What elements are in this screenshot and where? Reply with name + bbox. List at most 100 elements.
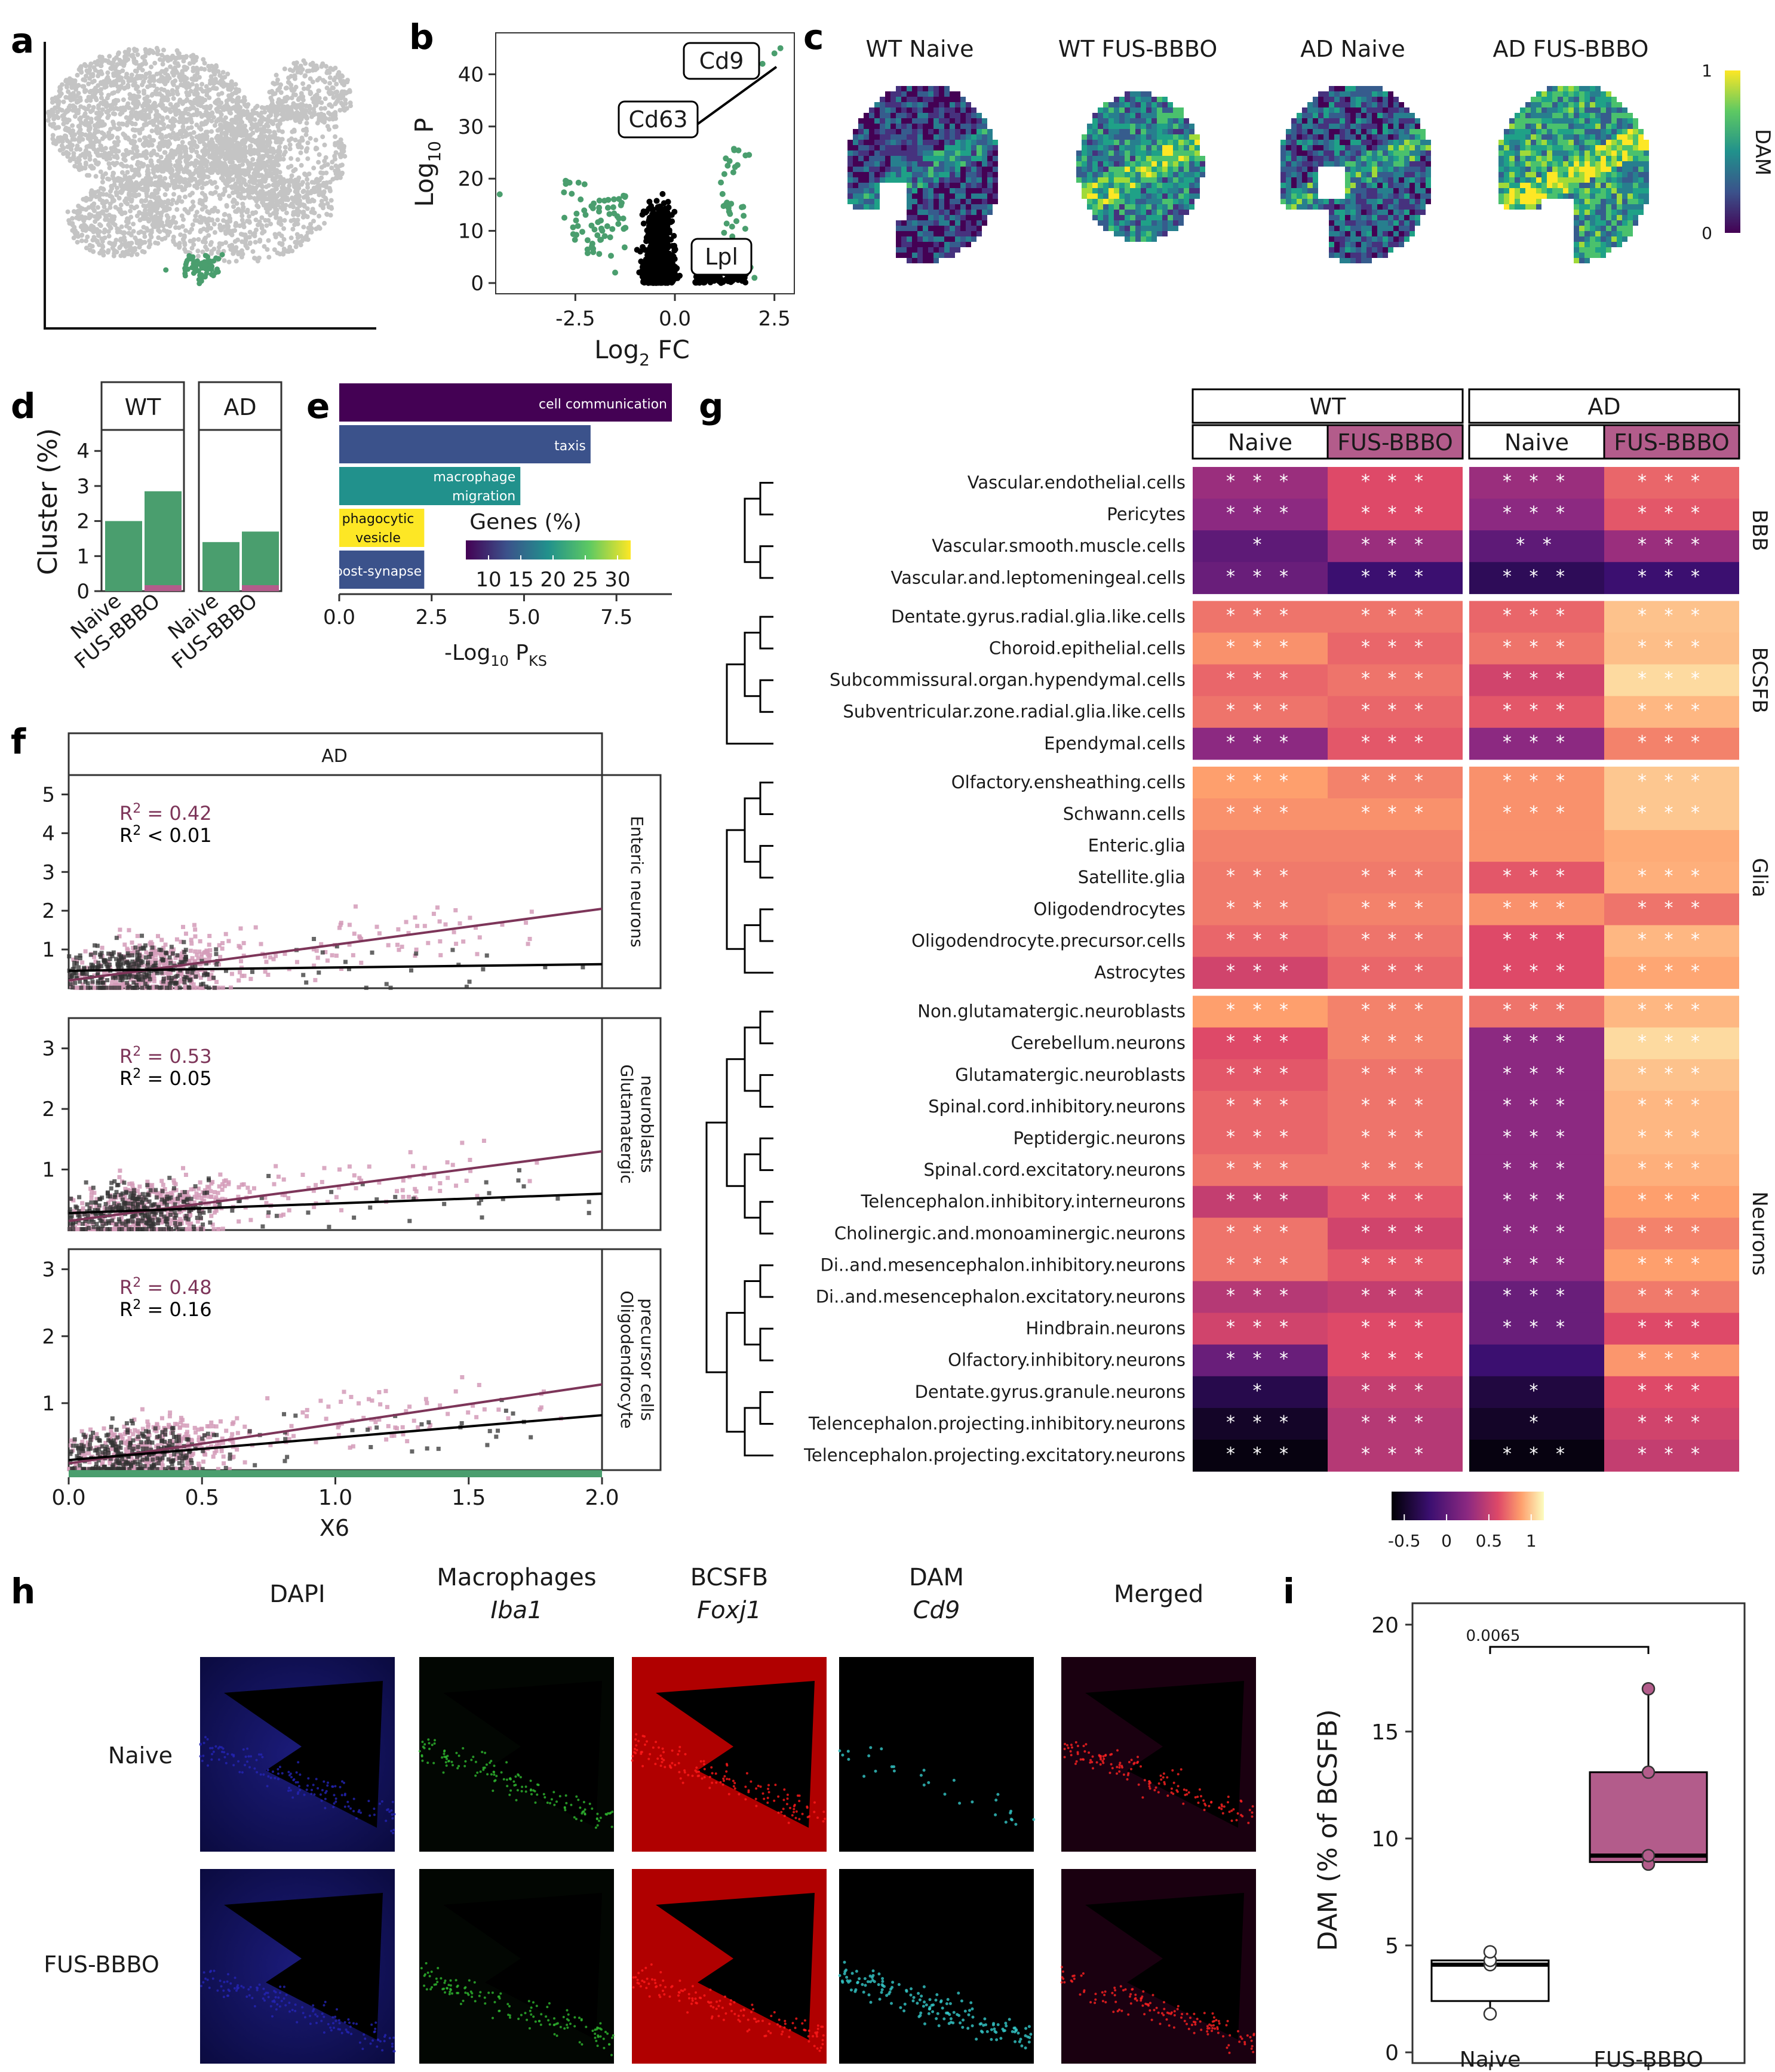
umap-cell xyxy=(93,85,98,91)
umap-cell xyxy=(335,97,340,103)
umap-cell xyxy=(134,148,140,153)
umap-cell xyxy=(118,253,124,259)
umap-cell xyxy=(187,141,192,146)
umap-cell xyxy=(189,125,194,130)
umap-cell xyxy=(198,127,204,132)
umap-cell xyxy=(248,195,253,200)
umap-cell xyxy=(222,188,228,193)
umap-cell xyxy=(148,179,153,185)
umap-cell xyxy=(143,61,148,66)
umap-cell xyxy=(184,165,189,170)
umap-cell xyxy=(85,115,90,120)
umap-cell xyxy=(294,112,299,117)
umap-cell xyxy=(311,165,317,171)
umap-cell xyxy=(293,92,298,97)
umap-cell xyxy=(293,167,298,172)
umap-cell xyxy=(217,223,223,228)
umap-cell xyxy=(131,142,136,147)
umap-cell xyxy=(259,178,264,183)
umap-cell xyxy=(82,121,87,127)
umap-cell xyxy=(310,79,315,85)
umap-cell xyxy=(322,119,327,124)
umap-cell xyxy=(83,160,88,165)
umap-cell xyxy=(87,131,93,137)
umap-cell xyxy=(179,110,184,116)
umap-cell xyxy=(209,118,214,124)
spatial-spot xyxy=(917,97,923,102)
umap-cluster-cell xyxy=(211,258,217,264)
umap-cell xyxy=(122,238,127,243)
umap-cell xyxy=(161,159,167,165)
umap-cell xyxy=(134,252,140,257)
umap-cell xyxy=(116,195,122,201)
umap-cell xyxy=(215,209,220,214)
umap-cell xyxy=(296,178,300,183)
umap-cell xyxy=(75,239,80,245)
umap-cell xyxy=(98,210,103,216)
umap-cluster-cell xyxy=(163,267,169,273)
umap-cell xyxy=(281,236,287,242)
panel-labels: a b c d e g f h i xyxy=(11,17,1295,1612)
umap-cell xyxy=(279,112,284,117)
spatial-spot xyxy=(890,97,896,102)
umap-cell xyxy=(110,111,116,116)
umap-cell xyxy=(75,234,81,239)
umap-cell xyxy=(197,200,202,205)
spatial-spot xyxy=(960,97,966,102)
umap-cell xyxy=(124,115,129,120)
umap-cell xyxy=(192,91,197,97)
umap-cell xyxy=(48,122,54,127)
umap-cell xyxy=(274,72,279,78)
umap-cell xyxy=(303,193,309,198)
umap-cell xyxy=(220,150,225,155)
umap-cell xyxy=(162,56,167,61)
umap-cell xyxy=(247,184,252,189)
umap-cell xyxy=(168,175,174,180)
umap-cell xyxy=(284,249,290,254)
umap-cell xyxy=(234,100,239,105)
umap-cell xyxy=(142,122,147,128)
umap-cell xyxy=(222,211,228,217)
umap-cell xyxy=(171,130,176,136)
spatial-spot xyxy=(955,97,960,102)
umap-cell xyxy=(175,162,180,167)
umap-cell xyxy=(128,164,134,170)
umap-cell xyxy=(113,106,119,111)
umap-cell xyxy=(220,118,225,123)
umap-cell xyxy=(63,127,68,133)
umap-cell xyxy=(219,228,223,233)
umap-cell xyxy=(315,78,320,83)
volcano-point-sig xyxy=(771,50,778,57)
umap-cell xyxy=(78,147,82,152)
umap-cell xyxy=(106,213,112,218)
umap-cell xyxy=(79,165,85,171)
umap-cell xyxy=(99,248,105,253)
umap-cluster-cell xyxy=(191,260,196,266)
umap-cell xyxy=(235,207,241,213)
umap-cell xyxy=(61,99,66,104)
umap-cell xyxy=(265,191,271,196)
volcano-point-sig xyxy=(726,208,732,215)
umap-cell xyxy=(206,233,211,238)
spatial-spot xyxy=(901,86,907,91)
umap-cell xyxy=(289,201,294,207)
umap-cell xyxy=(146,112,151,118)
umap-cell xyxy=(152,217,158,222)
umap-cell xyxy=(293,137,298,143)
umap-cell xyxy=(149,128,155,134)
umap-cell xyxy=(145,228,151,233)
umap-cell xyxy=(128,192,133,198)
umap-cell xyxy=(115,226,120,231)
umap-cell xyxy=(334,81,339,87)
umap-cell xyxy=(195,248,201,254)
volcano-xlabel: Log2 FC xyxy=(594,335,690,370)
volcano-point-sig xyxy=(573,232,580,238)
umap-cell xyxy=(219,105,225,110)
umap-cell xyxy=(77,123,82,128)
umap-cell xyxy=(305,156,311,161)
umap-cell xyxy=(241,225,247,229)
umap-cell xyxy=(285,79,291,85)
umap-cell xyxy=(327,81,333,86)
umap-cell xyxy=(207,169,213,174)
umap-cell xyxy=(235,96,241,101)
